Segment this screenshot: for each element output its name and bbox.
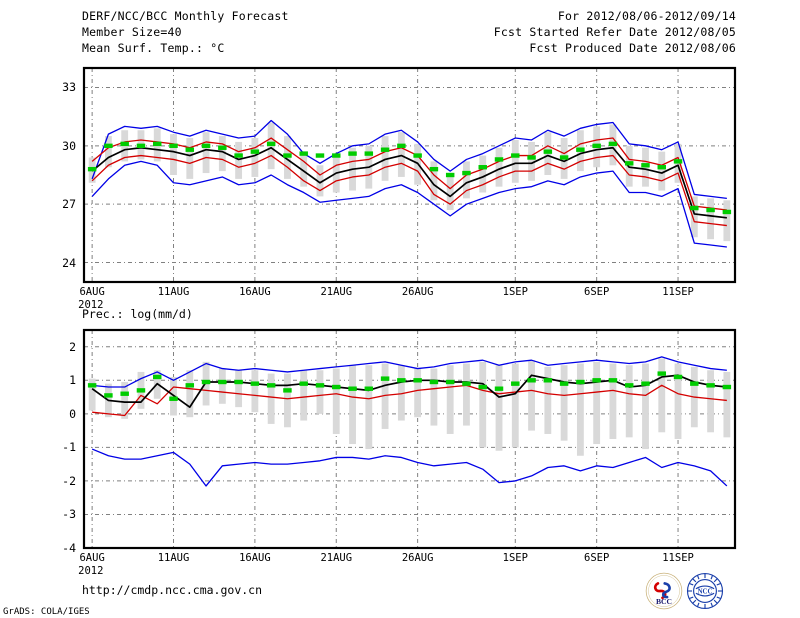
forecast-produced-date-label: Fcst Produced Date 2012/08/06 [529, 41, 736, 55]
x-tick-label: 6SEP [584, 286, 610, 298]
temperature-chart [82, 66, 737, 284]
bcc-logo-icon: BCC [645, 572, 683, 610]
x-tick-label: 11SEP [662, 552, 694, 564]
grads-credit: GrADS: COLA/IGES [3, 607, 90, 617]
x-axis-year-label: 2012 [78, 299, 104, 311]
chart-title: DERF/NCC/BCC Monthly Forecast [82, 9, 289, 23]
x-tick-label: 26AUG [401, 286, 434, 298]
x-tick-label: 11AUG [157, 552, 190, 564]
y-tick-label: 33 [62, 80, 76, 95]
y-tick-label: -1 [62, 440, 76, 455]
precipitation-axis-label: Prec.: log(mm/d) [82, 307, 193, 321]
y-tick-label: -3 [62, 507, 76, 522]
x-tick-label: 1SEP [502, 552, 528, 564]
y-tick-label: 30 [62, 138, 76, 153]
forecast-period-label: For 2012/08/06-2012/09/14 [557, 9, 736, 23]
y-tick-label: 24 [62, 255, 76, 270]
x-tick-label: 16AUG [239, 286, 271, 298]
y-tick-label: 0 [69, 406, 76, 421]
x-tick-label: 11SEP [662, 286, 694, 298]
y-tick-label: -4 [62, 541, 76, 555]
precipitation-chart [82, 328, 737, 550]
ncc-logo-icon: NCC [686, 572, 724, 610]
svg-text:NCC: NCC [698, 588, 713, 595]
x-tick-label: 6AUG [79, 552, 105, 564]
temperature-variable-label: Mean Surf. Temp.: °C [82, 41, 225, 55]
svg-text:BCC: BCC [656, 597, 672, 606]
x-tick-label: 6AUG [79, 286, 105, 298]
x-tick-label: 6SEP [584, 552, 610, 564]
x-axis-year-label: 2012 [78, 565, 104, 577]
y-tick-label: 1 [69, 373, 76, 388]
x-tick-label: 21AUG [320, 286, 353, 298]
x-tick-label: 21AUG [320, 552, 353, 564]
y-tick-label: 27 [62, 197, 76, 212]
forecast-start-date-label: Fcst Started Refer Date 2012/08/05 [493, 25, 736, 39]
source-url[interactable]: http://cmdp.ncc.cma.gov.cn [82, 583, 263, 597]
x-tick-label: 16AUG [239, 552, 271, 564]
x-tick-label: 26AUG [401, 552, 434, 564]
x-tick-label: 11AUG [157, 286, 190, 298]
x-tick-label: 1SEP [502, 286, 528, 298]
y-tick-label: -2 [62, 473, 76, 488]
member-size-label: Member Size=40 [82, 25, 182, 39]
y-tick-label: 2 [69, 339, 76, 354]
